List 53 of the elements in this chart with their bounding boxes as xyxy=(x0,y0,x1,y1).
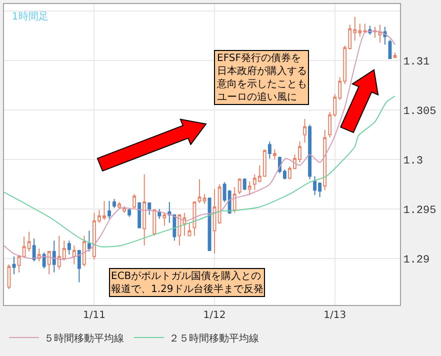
candlestick xyxy=(272,149,276,160)
candlestick xyxy=(12,256,16,275)
candlestick xyxy=(87,230,91,252)
candlestick xyxy=(42,252,46,269)
candlestick xyxy=(168,202,172,224)
candlestick xyxy=(47,251,51,275)
candlestick xyxy=(308,124,312,180)
candlestick xyxy=(393,52,397,58)
candlestick xyxy=(17,256,21,273)
candlestick xyxy=(248,180,252,196)
annotation: ECBがポルトガル国債を購入との報道で、1.29ドル台後半まで反発 xyxy=(111,270,264,295)
x-tick-label: 1/13 xyxy=(324,310,346,321)
candlestick xyxy=(238,178,242,195)
y-tick-label: 1.29 xyxy=(403,254,430,266)
candlestick xyxy=(323,129,327,191)
y-tick-label: 1.31 xyxy=(403,56,430,68)
x-tick-label: 1/12 xyxy=(203,310,226,321)
candlestick xyxy=(242,178,246,191)
candlestick xyxy=(132,194,136,210)
y-tick-label: 1.295 xyxy=(403,204,436,217)
legend-label: ２５時間移動平均線 xyxy=(169,332,259,344)
candlestick xyxy=(188,222,192,236)
candlestick xyxy=(108,200,111,220)
candlestick xyxy=(172,214,176,242)
text: 1時間足 xyxy=(12,10,48,22)
candlestick xyxy=(232,186,236,214)
y-tick-label: 1.305 xyxy=(403,106,436,118)
candlestick xyxy=(52,240,56,273)
candlestick xyxy=(202,194,206,205)
candlestick xyxy=(373,26,377,38)
candlestick xyxy=(198,178,202,204)
candlestick xyxy=(158,208,162,220)
candlestick xyxy=(142,174,146,246)
candlestick xyxy=(268,141,272,159)
annotation: EFSF発行の債券を日本政府が購入する意向を示したこともユーロの追い風に xyxy=(216,52,307,103)
candlestick xyxy=(67,240,71,255)
candlestick xyxy=(303,118,306,144)
candlestick xyxy=(378,24,382,44)
candlestick xyxy=(32,238,36,262)
candlestick xyxy=(162,212,166,226)
y-tick-label: 1.3 xyxy=(403,155,424,168)
x-tick-label: 1/11 xyxy=(82,310,106,321)
candlestick xyxy=(138,202,142,228)
candlestick xyxy=(148,202,152,216)
candlestick xyxy=(77,250,81,283)
candlestick xyxy=(128,207,132,218)
candlestick xyxy=(112,198,116,208)
candlestick xyxy=(72,245,76,265)
candlestick xyxy=(152,208,156,236)
legend-label: ５時間移動平均線 xyxy=(44,332,124,344)
candlestick xyxy=(208,198,212,252)
candlestick xyxy=(118,202,122,210)
candlestick xyxy=(82,235,86,267)
